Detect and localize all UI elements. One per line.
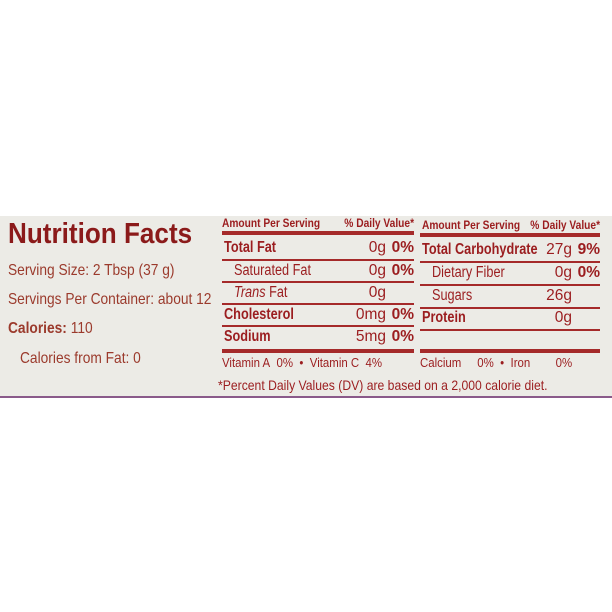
fat-sodium-table: Amount Per Serving % Daily Value* Total …: [222, 216, 414, 374]
minerals-row: Calcium 0% • Iron 0%: [420, 355, 573, 370]
calories-label: Calories:: [8, 320, 67, 337]
nutrient-row-saturated-fat: Saturated Fat 0g 0%: [234, 262, 414, 279]
amount-header-right: Amount Per Serving: [422, 218, 521, 232]
nutrient-row-total-carbohydrate: Total Carbohydrate 27g 9%: [422, 241, 600, 258]
calories: Calories: 110: [8, 320, 93, 338]
serving-size: Serving Size: 2 Tbsp (37 g): [8, 262, 175, 279]
dv-header-right: % Daily Value*: [530, 218, 600, 232]
dv-header: % Daily Value*: [344, 216, 414, 230]
footnote: *Percent Daily Values (DV) are based on …: [218, 377, 548, 393]
nutrient-row-sugars: Sugars 26g: [432, 287, 572, 304]
label-title: Nutrition Facts: [8, 218, 193, 250]
amount-header: Amount Per Serving: [222, 216, 321, 230]
calories-from-fat: Calories from Fat: 0: [20, 350, 141, 367]
nutrient-row-cholesterol: Cholesterol 0mg 0%: [224, 306, 414, 323]
calories-value: 110: [70, 320, 93, 337]
carb-protein-table: Amount Per Serving % Daily Value* Total …: [420, 216, 600, 374]
nutrient-row-sodium: Sodium 5mg 0%: [224, 328, 414, 345]
vitamins-row: Vitamin A 0% • Vitamin C 4%: [222, 355, 383, 370]
nutrient-row-trans-fat: Trans Fat 0g: [234, 284, 386, 301]
nutrient-row-dietary-fiber: Dietary Fiber 0g 0%: [432, 264, 600, 281]
nutrient-row-total-fat: Total Fat 0g 0%: [224, 239, 414, 256]
nutrition-label: Nutrition Facts Serving Size: 2 Tbsp (37…: [0, 216, 612, 398]
servings-per-container: Servings Per Container: about 12: [8, 291, 212, 308]
nutrient-row-protein: Protein 0g: [422, 309, 572, 326]
